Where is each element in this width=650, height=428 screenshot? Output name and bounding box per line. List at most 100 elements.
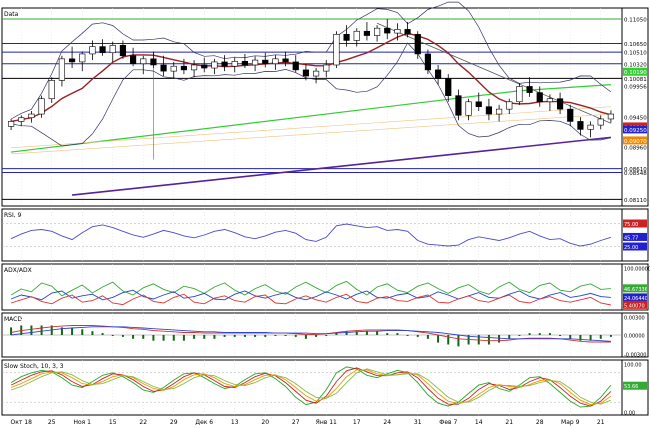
macd-histogram-bar — [10, 327, 13, 335]
candle-body — [363, 30, 371, 36]
panel-title: Data — [4, 11, 19, 18]
candle-body — [241, 61, 249, 66]
tick-label-box — [623, 381, 647, 390]
x-axis: Окт 18 25 Ноя 1 15 22 29 Дек 6 13 20 27 Янв 11 17 24… — [11, 419, 605, 426]
y-tick-label: 75.00 — [624, 222, 638, 228]
macd-histogram-bar — [345, 331, 348, 335]
candle-body — [607, 113, 615, 120]
tick-label-box — [623, 284, 647, 293]
candle-body — [190, 64, 198, 71]
bollinger-upper — [10, 1, 612, 120]
panel-macd: MACD 0.00300 0.00000 -0.00300 — [1, 312, 649, 359]
trend-line — [71, 136, 612, 196]
x-tick-label: 17 — [353, 419, 361, 426]
candle-body — [343, 34, 350, 41]
x-tick-label: 15 — [109, 419, 117, 426]
macd-histogram-bar — [416, 335, 419, 337]
panel-stochastic: Slow Stoch, 10, 3, 3 100.00 53.66 0.00 — [1, 359, 649, 417]
y-tick-label: 53.66 — [624, 384, 638, 390]
candle-body — [546, 98, 554, 103]
tick-label-box — [623, 293, 647, 302]
macd-histogram-bar — [386, 333, 389, 335]
candle-body — [180, 65, 188, 71]
candle-body — [373, 27, 381, 36]
macd-histogram-bar — [152, 335, 155, 341]
y-tick-label: 0.00000 — [624, 334, 645, 340]
macd-histogram-bar — [162, 335, 165, 341]
x-tick-label: 21 — [597, 419, 605, 426]
candle-body — [211, 61, 218, 69]
macd-histogram-bar — [426, 335, 429, 339]
macd-histogram-bar — [376, 331, 379, 335]
macd-histogram-bar — [213, 335, 216, 339]
candle-body — [28, 113, 35, 119]
tick-label-box — [623, 219, 647, 228]
x-tick-label: Мар 9 — [561, 419, 580, 426]
macd-histogram-bar — [243, 335, 246, 337]
x-tick-label: Фев 7 — [439, 419, 457, 426]
candle-body — [414, 34, 421, 55]
y-tick-label: 100.00 — [624, 363, 642, 369]
tick-label-box — [623, 136, 647, 145]
candle-body — [384, 27, 391, 34]
macd-histogram-bar — [233, 335, 236, 337]
macd-histogram-bar — [30, 325, 33, 335]
tick-label-box — [623, 300, 647, 309]
y-tick-label: 0.10320 — [624, 62, 647, 68]
x-tick-label: 28 — [536, 419, 544, 426]
macd-histogram-bar — [457, 335, 460, 347]
tick-label-box — [623, 232, 647, 241]
candle-body — [353, 30, 360, 41]
y-tick-label: 0.08960 — [624, 146, 647, 152]
panel-title: RSI, 9 — [4, 212, 22, 219]
macd-histogram-bar — [406, 335, 409, 336]
indicator-series-line — [10, 280, 611, 297]
indicator-series-line — [10, 368, 612, 405]
candle-body — [506, 101, 513, 110]
candle-body — [221, 61, 228, 67]
macd-histogram-bar — [304, 335, 307, 339]
macd-histogram-bar — [121, 335, 124, 337]
macd-histogram-bar — [365, 331, 368, 335]
macd-histogram-bar — [193, 335, 196, 339]
macd-histogram-bar — [335, 333, 338, 335]
x-tick-label: Дек 6 — [195, 419, 213, 426]
macd-histogram-bar — [589, 335, 592, 341]
panel-title: ADX/ADX — [4, 267, 32, 274]
macd-histogram-bar — [528, 333, 531, 335]
candle-body — [597, 118, 604, 126]
macd-histogram-bar — [487, 335, 490, 345]
macd-histogram-bar — [599, 335, 602, 339]
macd-histogram-bar — [396, 333, 399, 335]
macd-histogram-bar — [538, 333, 541, 335]
candle-body — [119, 45, 127, 57]
y-tick-label: 25.00 — [624, 245, 638, 251]
candle-body — [89, 46, 96, 55]
indicator-series-line — [10, 369, 612, 406]
candle-body — [79, 53, 86, 63]
tick-label-box — [623, 125, 647, 134]
panel-frame — [1, 208, 649, 262]
y-tick-label: 0.10510 — [624, 51, 647, 57]
y-tick-label: 0.09070 — [624, 139, 647, 145]
candle-body — [567, 108, 574, 122]
candle-body — [160, 64, 167, 72]
macd-histogram-bar — [315, 335, 318, 337]
candle-body — [302, 69, 310, 77]
indicator-series-line — [10, 223, 612, 247]
panel-title: Slow Stoch, 10, 3, 3 — [4, 363, 64, 370]
x-tick-label: 25 — [48, 419, 56, 426]
y-tick-label: 0.00300 — [624, 316, 645, 322]
candle-body — [129, 55, 137, 65]
macd-histogram-bar — [518, 335, 521, 336]
candle-body — [516, 86, 523, 103]
panel-frame — [1, 263, 649, 311]
panels-layer: Data0.110500.106500.105100.103200.101900… — [1, 1, 650, 417]
macd-histogram-bar — [437, 335, 440, 343]
candle-body — [150, 58, 157, 66]
candle-body — [170, 65, 177, 72]
candle-body — [323, 64, 330, 72]
candle-body — [272, 58, 279, 65]
candle-body — [587, 124, 594, 130]
